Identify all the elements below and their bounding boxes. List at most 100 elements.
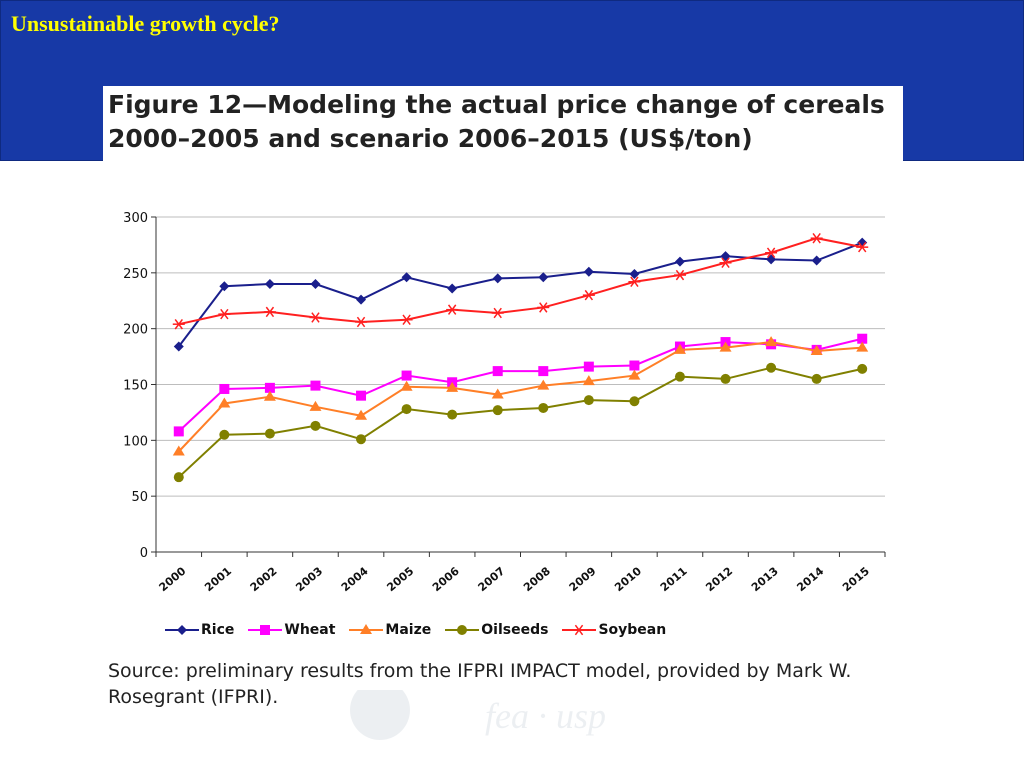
data-point-rice <box>447 283 458 294</box>
legend-marker-soybean <box>573 624 586 636</box>
data-point-maize <box>446 381 459 392</box>
data-point-rice <box>264 279 275 289</box>
data-point-oilseeds <box>629 396 640 407</box>
x-tick-label: 2006 <box>430 564 462 594</box>
data-point-soybean <box>218 308 231 320</box>
data-point-rice <box>720 251 731 262</box>
data-point-maize <box>263 390 276 401</box>
data-point-soybean <box>673 269 686 281</box>
legend-item-rice: Rice <box>165 622 234 638</box>
x-tick-label: 2013 <box>749 564 781 594</box>
data-point-soybean <box>309 312 322 323</box>
data-point-maize <box>309 400 322 411</box>
y-tick-label: 0 <box>140 546 148 561</box>
y-tick-label: 100 <box>123 434 148 449</box>
data-point-wheat <box>356 390 367 401</box>
legend-item-wheat: Wheat <box>248 622 335 638</box>
svg-text:fea · usp: fea · usp <box>485 696 606 736</box>
data-point-soybean <box>400 314 413 325</box>
data-point-maize <box>719 341 732 352</box>
data-point-maize <box>856 341 869 352</box>
series-line-wheat <box>178 337 863 433</box>
data-point-oilseeds <box>811 373 822 384</box>
data-point-oilseeds <box>447 409 458 420</box>
data-point-oilseeds <box>720 373 731 384</box>
data-point-maize <box>355 409 368 420</box>
data-point-oilseeds <box>538 402 549 413</box>
legend-swatch-soybean <box>562 624 597 636</box>
watermark-logo: fea · usp <box>350 690 606 740</box>
figure-title: Figure 12—Modeling the actual price chan… <box>108 90 885 153</box>
data-point-oilseeds <box>173 472 184 483</box>
data-point-rice <box>356 294 367 305</box>
data-point-maize <box>172 445 185 456</box>
data-point-oilseeds <box>674 371 685 382</box>
data-point-rice <box>811 255 822 266</box>
data-point-wheat <box>264 382 275 393</box>
data-point-maize <box>400 380 413 391</box>
y-tick-label: 300 <box>123 211 148 226</box>
legend-swatch-rice <box>165 625 199 635</box>
legend-swatch-wheat <box>248 625 283 635</box>
legend-swatch-oilseeds <box>445 625 480 635</box>
data-point-wheat <box>401 370 412 381</box>
data-point-wheat <box>173 426 184 437</box>
data-point-maize <box>582 375 595 386</box>
data-point-rice <box>401 272 412 283</box>
y-tick-label: 250 <box>123 267 148 282</box>
x-tick-label: 2012 <box>703 564 735 594</box>
x-tick-label: 2002 <box>248 564 280 594</box>
x-tick-label: 2014 <box>794 564 826 594</box>
x-tick-label: 2010 <box>612 564 644 594</box>
data-point-maize <box>673 343 686 354</box>
series-line-soybean <box>178 237 863 326</box>
data-point-wheat <box>629 360 640 371</box>
legend-item-soybean: Soybean <box>562 622 666 638</box>
legend-marker-wheat <box>260 625 271 635</box>
x-tick-label: 2009 <box>567 564 599 594</box>
legend-marker-maize <box>360 624 373 634</box>
data-point-wheat <box>310 380 321 391</box>
data-point-soybean <box>856 241 869 253</box>
data-point-rice <box>629 268 640 279</box>
data-point-soybean <box>172 318 185 330</box>
x-tick-label: 2000 <box>157 564 189 594</box>
data-point-soybean <box>582 289 595 301</box>
data-point-wheat <box>219 383 230 394</box>
legend-item-maize: Maize <box>349 622 431 638</box>
data-point-oilseeds <box>219 429 230 440</box>
source-note: Source: preliminary results from the IFP… <box>108 660 852 708</box>
data-point-wheat <box>857 333 868 344</box>
y-tick-label: 50 <box>131 490 148 505</box>
data-point-rice <box>583 266 594 277</box>
data-point-wheat <box>583 361 594 372</box>
legend-swatch-maize <box>349 624 384 634</box>
legend-label-oilseeds: Oilseeds <box>481 622 549 638</box>
x-tick-label: 2015 <box>840 564 872 594</box>
legend-label-soybean: Soybean <box>598 622 667 638</box>
data-point-rice <box>173 341 184 352</box>
x-tick-label: 2003 <box>293 564 325 594</box>
data-point-rice <box>492 273 503 284</box>
data-point-maize <box>628 369 641 380</box>
data-point-maize <box>765 336 778 347</box>
data-point-soybean <box>765 247 778 258</box>
data-point-wheat <box>492 366 503 377</box>
slide-title: Unsustainable growth cycle? <box>11 11 280 36</box>
series-line-maize <box>178 341 863 453</box>
data-point-oilseeds <box>356 434 367 445</box>
data-point-soybean <box>719 257 732 269</box>
series-line-rice <box>177 241 863 348</box>
data-point-soybean <box>446 304 459 315</box>
legend-marker-rice <box>177 625 187 635</box>
y-tick-label: 150 <box>123 379 148 394</box>
data-point-wheat <box>538 366 549 377</box>
x-tick-label: 2004 <box>339 564 371 594</box>
data-point-maize <box>810 345 823 355</box>
data-point-rice <box>674 256 685 267</box>
line-chart: 0 50 100 150 200 250 300 2000 2001 2002 2003 2004 20… <box>123 211 886 594</box>
data-point-oilseeds <box>492 405 503 416</box>
y-tick-label: 200 <box>123 323 148 338</box>
figure-panel: Figure 12—Modeling the actual price chan… <box>103 86 903 708</box>
chart-legend: Rice Wheat Maize Oilseeds Soybean <box>165 620 666 640</box>
